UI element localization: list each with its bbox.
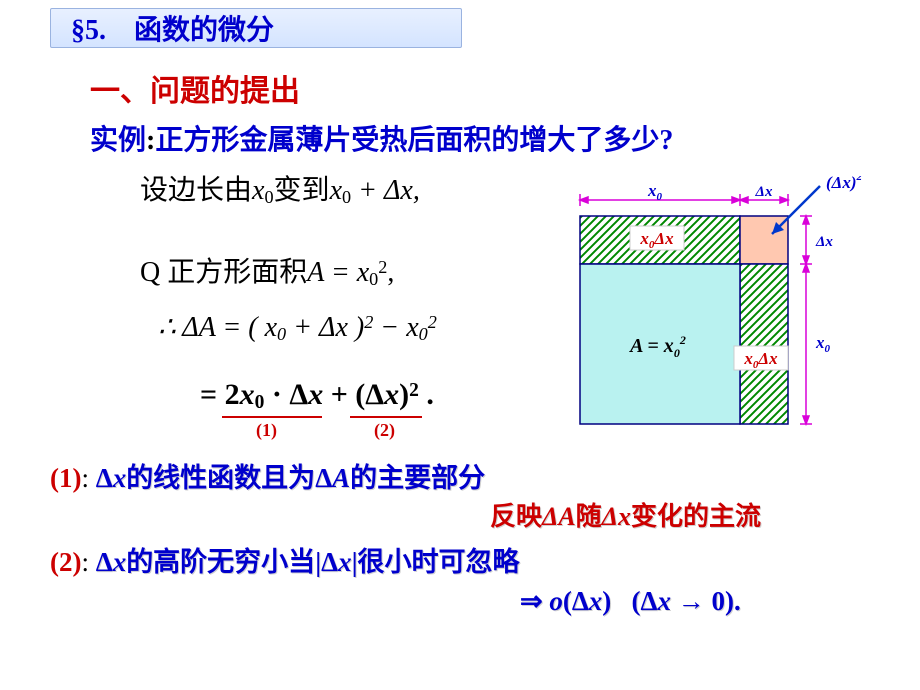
math-line-4: = 2x0 · Δx + (Δx)2 .: [200, 378, 434, 412]
conclusion-1: (1): Δx的线性函数且为ΔA的主要部分: [50, 456, 485, 495]
c2d: 很小时可忽略: [358, 547, 520, 577]
math-line-1: 设边长由x0变到x0 + Δx,: [140, 168, 420, 208]
c2num: (2): [50, 547, 81, 577]
title-bar: §5. 函数的微分: [50, 8, 462, 48]
svg-text:x0Δx: x0Δx: [639, 229, 674, 251]
svg-text:Δx: Δx: [815, 234, 833, 250]
page-title: §5. 函数的微分: [71, 8, 274, 48]
conclusion-2: (2): Δx的高阶无穷小当|Δx|很小时可忽略: [50, 540, 520, 579]
c1col: :: [81, 463, 89, 493]
underline-1: [222, 416, 322, 418]
ml1a: 设边长由: [140, 175, 252, 206]
c2col: :: [81, 547, 89, 577]
c1nc: 随: [576, 502, 602, 531]
underline-2: [350, 416, 422, 418]
ml1e: + Δx,: [351, 175, 420, 206]
svg-text:(Δx)2: (Δx)2: [826, 176, 862, 192]
c1num: (1): [50, 463, 81, 493]
svg-text:x0Δx: x0Δx: [743, 349, 778, 371]
example-line: 实例:正方形金属薄片受热后面积的增大了多少?: [90, 118, 673, 158]
svg-text:x0: x0: [815, 333, 831, 355]
conclusion-2-note: ⇒ o(Δx) (Δx → 0).: [520, 586, 741, 617]
c1d: 的主要部分: [350, 463, 485, 493]
ml1d: x: [330, 175, 342, 206]
ml2a: Q 正方形面积: [140, 257, 307, 288]
svg-text:Δx: Δx: [755, 184, 773, 200]
c2b: 的高阶无穷小当: [126, 547, 315, 577]
ml1c: 变到: [274, 175, 330, 206]
math-label-2: (2): [374, 420, 395, 441]
example-label: 实例: [90, 125, 146, 156]
example-colon: :: [146, 125, 155, 156]
section-header: 一、问题的提出: [90, 66, 300, 110]
example-text: 正方形金属薄片受热后面积的增大了多少?: [155, 125, 673, 156]
ml1b: x: [252, 175, 264, 206]
c1ne: 变化的主流: [631, 502, 761, 531]
square-diagram: x0 Δx Δx x0 (Δx)2 x0Δx x0Δx A = x02: [550, 176, 900, 436]
ml2b: A = x: [307, 257, 369, 288]
conclusion-1-note: 反映ΔA随Δx变化的主流: [490, 496, 761, 533]
c1b: 的线性函数且为: [126, 463, 315, 493]
math-line-3: ∴ ΔA = ( x0 + Δx )2 − x02: [158, 310, 437, 344]
ml2c: ,: [387, 257, 394, 288]
svg-text:x0: x0: [647, 181, 663, 203]
math-label-1: (1): [256, 420, 277, 441]
math-line-2: Q 正方形面积A = x02,: [140, 250, 394, 290]
c1na: 反映: [490, 502, 542, 531]
